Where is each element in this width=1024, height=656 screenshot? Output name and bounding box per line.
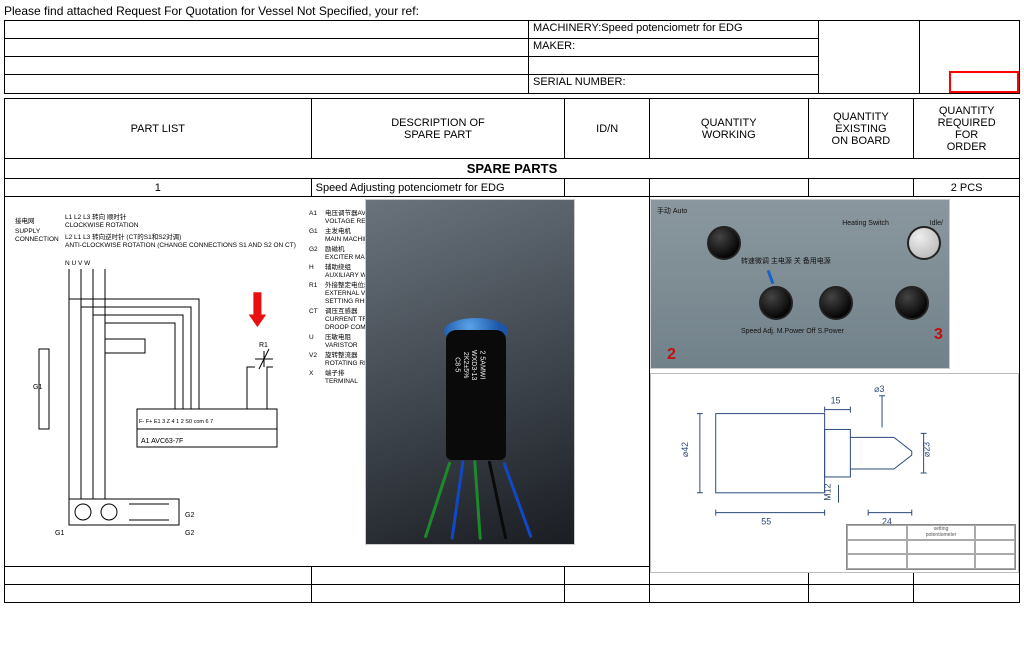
svg-text:R1: R1 [309, 282, 318, 289]
dimension-drawing: ⌀42 55 15 24 ⌀23 ⌀3 M12 setting potentio… [650, 373, 1019, 573]
col-description: DESCRIPTION OF SPARE PART [311, 99, 565, 159]
svg-text:R1: R1 [259, 342, 268, 349]
svg-text:G1: G1 [309, 228, 318, 235]
wiring-schematic: 接电网 SUPPLY CONNECTION L1 L2 L3 转向 顺时针 CL… [9, 199, 399, 545]
control-panel-photo: 手动 Auto Heating Switch Idle/ 转速微调 主电源 关 … [650, 199, 950, 369]
svg-text:U: U [309, 334, 314, 341]
cell-idn [565, 179, 650, 197]
red-highlight-box [949, 71, 1019, 93]
svg-text:SUPPLY: SUPPLY [15, 228, 41, 235]
svg-text:N U V W: N U V W [65, 260, 91, 267]
svg-text:旋转整流器: 旋转整流器 [325, 350, 358, 359]
blue-marker-icon [767, 270, 775, 284]
cell-qr: 2 PCS [914, 179, 1020, 197]
cell-qe [808, 179, 914, 197]
svg-text:压敏电阻: 压敏电阻 [325, 332, 352, 341]
cell-desc: Speed Adjusting potenciometr for EDG [311, 179, 565, 197]
component-photo: 2 5AMWI WXD3-13 2K2±5% C8·5 [365, 199, 575, 545]
col-idn: ID/N [565, 99, 650, 159]
header-right-block [819, 20, 1020, 94]
spare-parts-table: SPARE PARTS PART LIST DESCRIPTION OF SPA… [4, 98, 1020, 603]
svg-text:⌀3: ⌀3 [874, 384, 884, 394]
svg-text:G1: G1 [55, 530, 64, 537]
svg-text:G2: G2 [309, 246, 318, 253]
header-mid-block: MACHINERY:Speed potenciometr for EDG MAK… [529, 20, 819, 94]
col-qty-working: QUANTITY WORKING [649, 99, 808, 159]
maker-field: MAKER: [529, 39, 818, 57]
table-row [5, 585, 1020, 603]
attachments-row: 接电网 SUPPLY CONNECTION L1 L2 L3 转向 顺时针 CL… [5, 197, 1020, 567]
svg-text:F- F+ E1 3 Z 4 1 2 S0 com 6 7: F- F+ E1 3 Z 4 1 2 S0 com 6 7 [139, 419, 213, 425]
svg-text:CONNECTION: CONNECTION [15, 236, 59, 243]
svg-text:15: 15 [831, 396, 841, 406]
svg-text:⌀23: ⌀23 [922, 442, 932, 457]
svg-text:VARISTOR: VARISTOR [325, 342, 358, 349]
cell-qw [649, 179, 808, 197]
svg-text:主发电机: 主发电机 [325, 226, 352, 235]
svg-text:L1 L2 L3 转向 顺时针: L1 L2 L3 转向 顺时针 [65, 212, 127, 221]
col-qty-required: QUANTITY REQUIRED FOR ORDER [914, 99, 1020, 159]
col-part-list: PART LIST [5, 99, 312, 159]
svg-text:G2: G2 [185, 512, 194, 519]
svg-text:辅助绕组: 辅助绕组 [325, 262, 352, 271]
svg-text:⌀42: ⌀42 [680, 442, 690, 457]
wires-icon [426, 460, 546, 540]
col-qty-existing: QUANTITY EXISTING ON BOARD [808, 99, 914, 159]
svg-text:L2 L1 L3 转向逆时针 (CT的S1和S2对调): L2 L1 L3 转向逆时针 (CT的S1和S2对调) [65, 232, 181, 241]
svg-text:H: H [309, 264, 314, 271]
red-arrow-icon: ⬇ [245, 285, 271, 336]
svg-text:V2: V2 [309, 352, 317, 359]
svg-text:励磁机: 励磁机 [325, 244, 345, 253]
table-row: 1 Speed Adjusting potenciometr for EDG 2… [5, 179, 1020, 197]
svg-text:G2: G2 [185, 530, 194, 537]
svg-text:ANTI-CLOCKWISE ROTATION (CHANG: ANTI-CLOCKWISE ROTATION (CHANGE CONNECTI… [65, 242, 296, 249]
svg-text:X: X [309, 370, 314, 377]
header-left-block [4, 20, 529, 94]
document-header: MACHINERY:Speed potenciometr for EDG MAK… [4, 20, 1020, 94]
cell-part: 1 [5, 179, 312, 197]
svg-text:调压互感器: 调压互感器 [325, 306, 358, 315]
supply-label: 接电网 [15, 216, 35, 225]
svg-text:G1: G1 [33, 384, 42, 391]
svg-text:A1: A1 [309, 210, 317, 217]
machinery-field: MACHINERY:Speed potenciometr for EDG [529, 21, 818, 39]
svg-text:A1 AVC63-7F: A1 AVC63-7F [141, 438, 183, 445]
svg-text:M12: M12 [823, 483, 833, 500]
drawing-titleblock: setting potentiometer [846, 524, 1016, 570]
svg-text:CT: CT [309, 308, 318, 315]
svg-text:CLOCKWISE ROTATION: CLOCKWISE ROTATION [65, 222, 139, 229]
component-marking: 2 5AMWI WXD3-13 2K2±5% C8·5 [452, 350, 486, 380]
svg-text:55: 55 [761, 516, 771, 526]
table-title: SPARE PARTS [5, 159, 1020, 179]
rfq-intro-text: Please find attached Request For Quotati… [4, 4, 1020, 18]
serial-field: SERIAL NUMBER: [529, 75, 818, 93]
svg-text:端子排: 端子排 [325, 368, 345, 377]
svg-text:TERMINAL: TERMINAL [325, 378, 358, 385]
